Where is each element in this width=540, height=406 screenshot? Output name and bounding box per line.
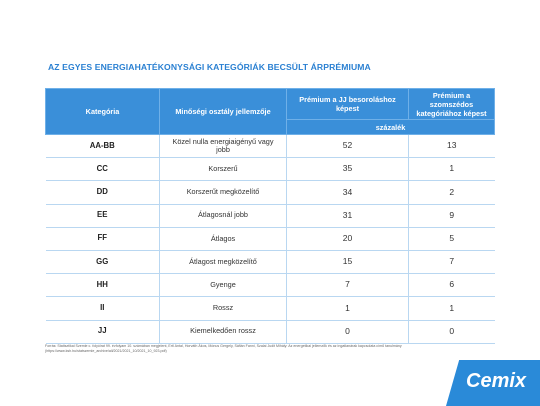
- value-cell: 7: [286, 273, 409, 298]
- column-header: Prémium a szomszédos kategóriához képest: [408, 88, 495, 120]
- value-cell: 1: [408, 296, 495, 321]
- column-header: Prémium a JJ besoroláshoz képest: [286, 88, 409, 120]
- table-row: AA-BB Közel nulla energiaigényű vagy jobb…: [45, 133, 495, 159]
- value-cell: 35: [286, 157, 409, 182]
- category-cell: DD: [45, 180, 160, 205]
- value-cell: 5: [408, 226, 495, 251]
- title: AZ EGYES ENERGIAHATÉKONYSÁGI KATEGÓRIÁK …: [48, 62, 371, 72]
- category-cell: II: [45, 296, 160, 321]
- description-cell: Rossz: [159, 296, 287, 321]
- description-cell: Korszerűt megközelítő: [159, 180, 287, 205]
- value-cell: 31: [286, 203, 409, 228]
- value-cell: 1: [408, 157, 495, 182]
- table-row: GG Átlagost megközelítő 15 7: [45, 249, 495, 275]
- category-cell: HH: [45, 273, 160, 298]
- category-cell: JJ: [45, 319, 160, 344]
- table-row: CC Korszerű 35 1: [45, 157, 495, 182]
- category-cell: AA-BB: [45, 133, 160, 159]
- table-row: FF Átlagos 20 5: [45, 226, 495, 251]
- description-cell: Gyenge: [159, 273, 287, 298]
- category-cell: CC: [45, 157, 160, 182]
- description-cell: Közel nulla energiaigényű vagy jobb: [159, 133, 287, 159]
- logo: Cemix: [446, 360, 540, 406]
- description-cell: Kiemelkedően rossz: [159, 319, 287, 344]
- table: Kategória Minőségi osztály jellemzője Pr…: [45, 88, 495, 344]
- value-cell: 13: [408, 133, 495, 159]
- value-cell: 15: [286, 249, 409, 275]
- value-cell: 52: [286, 133, 409, 159]
- header-row: Kategória Minőségi osztály jellemzője Pr…: [45, 88, 495, 135]
- footnote: Forrás: Statisztikai Szemle c. folyóirat…: [45, 344, 495, 354]
- value-cell: 0: [286, 319, 409, 344]
- unit-label: százalék: [286, 119, 495, 135]
- table-row: HH Gyenge 7 6: [45, 273, 495, 298]
- description-cell: Átlagos: [159, 226, 287, 251]
- value-cell: 0: [408, 319, 495, 344]
- value-cell: 1: [286, 296, 409, 321]
- footnote-line: (https://www.ksh.hu/statszemle_archive/a…: [45, 349, 167, 354]
- table-body: AA-BB Közel nulla energiaigényű vagy jobb…: [45, 133, 495, 344]
- footnote-line: Forrás: Statisztikai Szemle c. folyóirat…: [45, 344, 402, 348]
- category-cell: GG: [45, 249, 160, 275]
- category-cell: FF: [45, 226, 160, 251]
- value-cell: 34: [286, 180, 409, 205]
- table-row: JJ Kiemelkedően rossz 0 0: [45, 319, 495, 344]
- description-cell: Átlagosnál jobb: [159, 203, 287, 228]
- unit-row: százalék: [46, 119, 495, 135]
- category-cell: EE: [45, 203, 160, 228]
- column-header: Kategória: [45, 88, 160, 135]
- table-row: DD Korszerűt megközelítő 34 2: [45, 180, 495, 205]
- logo-text: Cemix: [466, 370, 527, 392]
- description-cell: Korszerű: [159, 157, 287, 182]
- table-row: EE Átlagosnál jobb 31 9: [45, 203, 495, 228]
- value-cell: 6: [408, 273, 495, 298]
- column-header: Minőségi osztály jellemzője: [159, 88, 287, 135]
- value-cell: 20: [286, 226, 409, 251]
- table-row: II Rossz 1 1: [45, 296, 495, 321]
- value-cell: 2: [408, 180, 495, 205]
- value-cell: 9: [408, 203, 495, 228]
- value-cell: 7: [408, 249, 495, 275]
- description-cell: Átlagost megközelítő: [159, 249, 287, 275]
